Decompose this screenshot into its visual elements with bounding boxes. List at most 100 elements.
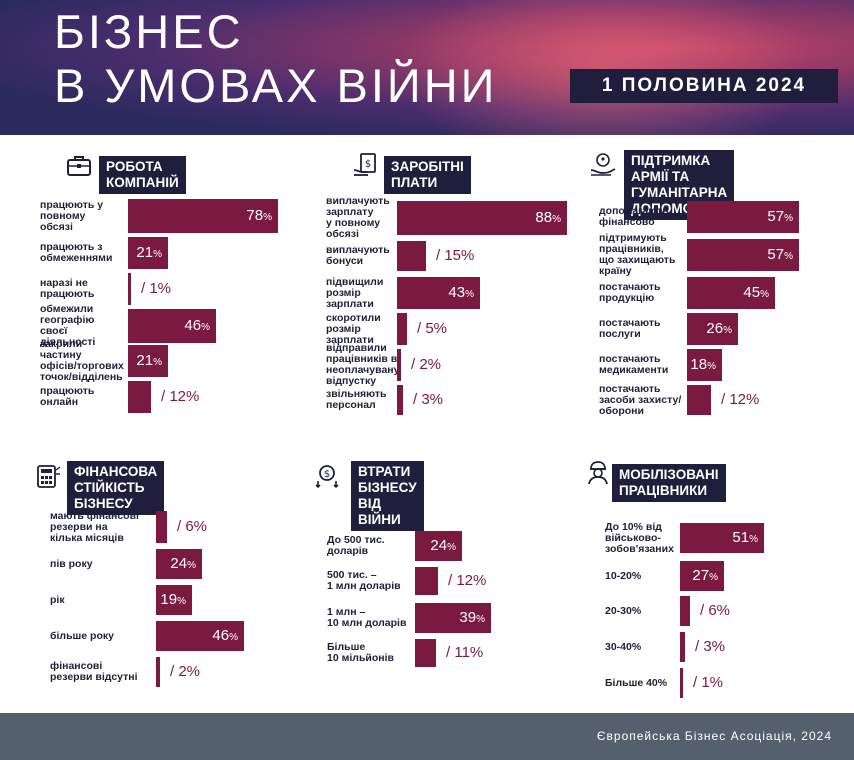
category-label: виплачують бонуси <box>326 244 390 267</box>
category-label: працюють у повному обсязі <box>40 198 104 233</box>
percent-sign: % <box>476 614 485 625</box>
data-value: 24 <box>170 555 188 572</box>
percent-sign: % <box>465 289 474 300</box>
bar <box>397 349 401 381</box>
percent-sign: % <box>153 249 162 260</box>
soldier-icon <box>584 458 612 486</box>
percent-sign: % <box>709 572 718 583</box>
category-label: скоротили розмір зарплати <box>326 311 381 346</box>
data-value: 26 <box>706 320 724 337</box>
category-label: фінансові резерви відсутні <box>50 660 138 683</box>
chart-title: ЗАРОБІТНІ ПЛАТИ <box>384 156 471 194</box>
bar: 19% <box>156 585 192 615</box>
data-value: 18 <box>690 356 708 373</box>
category-label: мають фінансові резерви на кілька місяці… <box>50 509 139 544</box>
percent-sign: % <box>760 289 769 300</box>
category-label: закрили частину офісів/торгових точок/ві… <box>40 338 124 383</box>
category-label: постачають медикаменти <box>599 353 669 376</box>
page-title-line1: БІЗНЕС <box>54 5 244 58</box>
data-value: 43 <box>448 284 466 301</box>
bar <box>680 632 685 662</box>
bar: 26% <box>687 313 738 345</box>
category-label: звільняють персонал <box>326 388 387 411</box>
category-label: постачають продукцію <box>599 281 661 304</box>
category-label: підтримують працівників, що захищають кр… <box>599 232 676 277</box>
data-label: / 5% <box>417 320 448 337</box>
category-label: постачають послуги <box>599 317 661 340</box>
chart-title: ВТРАТИ БІЗНЕСУ ВІД ВІЙНИ <box>351 461 424 531</box>
percent-sign: % <box>187 560 196 571</box>
data-value: 78 <box>246 207 264 224</box>
header-banner: БІЗНЕС В УМОВАХ ВІЙНИ 1 ПОЛОВИНА 2024 <box>0 0 854 135</box>
bar <box>128 273 131 305</box>
data-label: 24% <box>430 537 456 554</box>
data-value: 57 <box>767 208 785 225</box>
data-label: / 2% <box>411 356 442 373</box>
category-label: 500 тис. – 1 млн доларів <box>327 569 401 592</box>
chart-title: РОБОТА КОМПАНІЙ <box>99 156 186 194</box>
bar: 18% <box>687 349 722 381</box>
data-label: / 1% <box>693 674 724 691</box>
percent-sign: % <box>201 322 210 333</box>
svg-text:$: $ <box>365 159 371 170</box>
percent-sign: % <box>552 214 561 225</box>
bar: 21% <box>128 237 168 269</box>
data-value: 24 <box>430 537 448 554</box>
bar <box>687 385 711 415</box>
data-label: / 15% <box>436 247 475 264</box>
bar <box>415 567 438 595</box>
data-label: 21% <box>136 352 162 369</box>
data-value: 51 <box>732 529 750 546</box>
bar <box>397 385 403 415</box>
data-label: / 3% <box>413 391 444 408</box>
page-title-line2: В УМОВАХ ВІЙНИ <box>54 59 498 112</box>
bar <box>156 657 160 687</box>
svg-text:$: $ <box>324 469 330 480</box>
bar: 57% <box>687 239 799 271</box>
data-label: 24% <box>170 555 196 572</box>
category-label: До 500 тис. доларів <box>327 534 385 557</box>
bar: 43% <box>397 277 480 309</box>
period-badge: 1 ПОЛОВИНА 2024 <box>570 69 838 103</box>
footer: Європейська Бізнес Асоціація, 2024 <box>0 713 854 760</box>
category-label: працюють з обмеженнями <box>40 241 113 264</box>
percent-sign: % <box>177 596 186 607</box>
bar <box>397 241 426 271</box>
category-label: 30-40% <box>605 640 642 653</box>
category-label: 10-20% <box>605 569 642 582</box>
chart-title: ПІДТРИМКА АРМІЇ ТА ГУМАНІТАРНА ДОПОМОГА <box>624 150 735 220</box>
data-label: 57% <box>767 246 793 263</box>
data-label: / 6% <box>700 602 731 619</box>
header-glow <box>394 0 814 135</box>
category-label: підвищили розмір зарплати <box>326 275 384 310</box>
data-value: 27 <box>692 567 710 584</box>
data-value: 19 <box>160 591 178 608</box>
data-label: 57% <box>767 208 793 225</box>
data-label: 18% <box>690 356 716 373</box>
category-label: більше року <box>50 629 114 642</box>
data-label: 19% <box>160 591 186 608</box>
bar <box>415 639 436 667</box>
bar: 27% <box>680 561 724 591</box>
data-label: / 12% <box>448 572 487 589</box>
bar: 78% <box>128 199 278 233</box>
data-label: 46% <box>212 627 238 644</box>
category-label: До 10% від військово- зобов'язаних <box>605 520 674 555</box>
bar: 51% <box>680 523 764 553</box>
category-label: допомагають фінансово <box>599 205 669 228</box>
category-label: 1 млн – 10 млн доларів <box>327 606 407 629</box>
data-label: 43% <box>448 284 474 301</box>
data-label: 39% <box>459 609 485 626</box>
data-label: / 6% <box>177 518 208 535</box>
category-label: Більше 10 мільйонів <box>327 641 394 664</box>
bar: 39% <box>415 603 491 633</box>
percent-sign: % <box>707 361 716 372</box>
data-label: / 3% <box>695 638 726 655</box>
category-label: пів року <box>50 557 93 570</box>
calculator-icon <box>34 462 62 490</box>
data-label: 45% <box>743 284 769 301</box>
bar: 46% <box>156 621 244 651</box>
footer-source: Європейська Бізнес Асоціація, 2024 <box>596 729 832 743</box>
bar: 24% <box>156 549 202 579</box>
bar <box>397 313 407 345</box>
